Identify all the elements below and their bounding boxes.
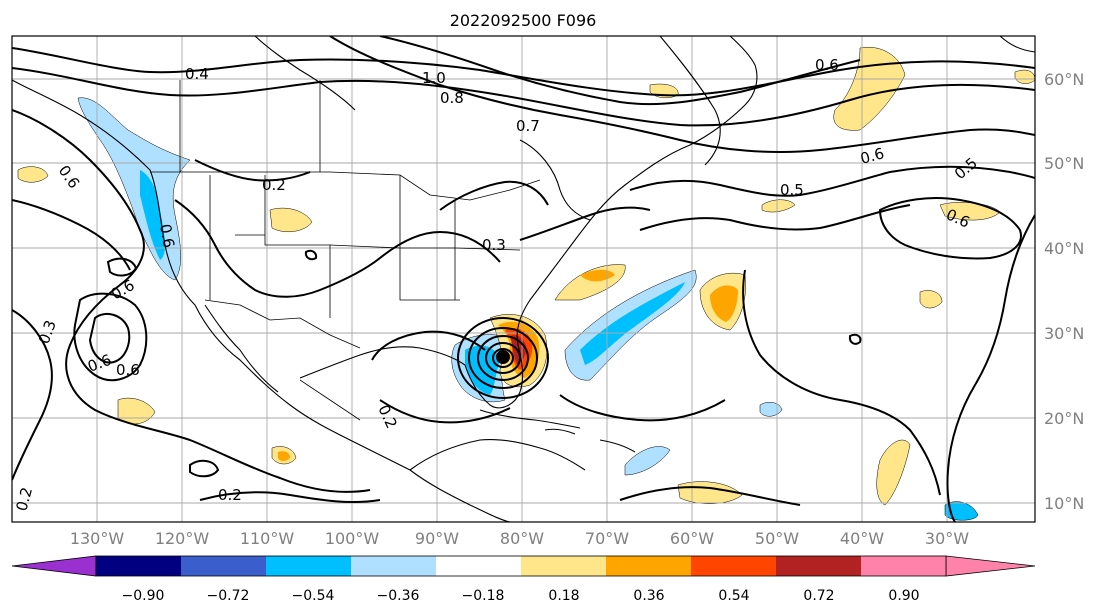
contour-label: 0.6: [156, 223, 178, 250]
negative-patch-1: [624, 446, 671, 476]
gridlines: [12, 36, 1035, 522]
colorbar-tick: 0.54: [718, 588, 749, 604]
contour-label: 0.6: [116, 361, 140, 379]
lon-label: 80°W: [500, 529, 544, 548]
lat-label: 50°N: [1044, 154, 1084, 173]
colorbar-tick: −0.90: [122, 588, 165, 604]
contour-label: 0.6: [858, 144, 886, 168]
negative-patch-3: [759, 402, 783, 417]
political-borders: [150, 80, 541, 421]
positive-patch-12: [919, 290, 943, 309]
colorbar-segment: [606, 556, 691, 576]
map-content: 0.4 1.0 0.8 0.7 0.6 0.2 0.6 0.3 0.6 0.3 …: [12, 36, 1035, 522]
positive-patch-2-core: [710, 285, 738, 322]
negative-patch-2: [944, 501, 979, 521]
lon-label: 50°W: [755, 529, 799, 548]
contour-lines: [12, 36, 1035, 522]
colorbar-tick: −0.36: [377, 588, 420, 604]
lat-label: 10°N: [1044, 494, 1084, 513]
negative-core-west-coast: [140, 170, 165, 260]
colorbar-extend-high: [945, 555, 1036, 577]
positive-patch-4: [269, 207, 313, 233]
colorbar-segment: [96, 556, 181, 576]
lon-label: 110°W: [240, 529, 295, 548]
contour-label: 0.2: [262, 176, 286, 194]
colorbar-segment: [266, 556, 351, 576]
positive-patch-3: [833, 46, 906, 131]
storm-center: [496, 350, 510, 364]
latitude-labels: 60°N 50°N 40°N 30°N 20°N 10°N: [1044, 70, 1084, 513]
contour-label: 0.7: [516, 117, 540, 135]
contour-label: 0.6: [815, 56, 839, 74]
contour-label: 0.8: [440, 89, 464, 107]
colorbar-segment: [691, 556, 776, 576]
coastlines: [12, 36, 1035, 522]
colorbar-outline: [95, 555, 947, 577]
positive-patch-9: [17, 166, 49, 183]
contour-label: 0.2: [12, 485, 36, 513]
lon-label: 60°W: [670, 529, 714, 548]
lat-label: 40°N: [1044, 239, 1084, 258]
contour-label: 0.2: [218, 486, 242, 504]
colorbar-tick: 0.90: [888, 588, 919, 604]
lon-label: 70°W: [585, 529, 629, 548]
lon-label: 40°W: [840, 529, 884, 548]
colorbar-tick: −0.18: [462, 588, 505, 604]
map-frame: [11, 35, 1036, 523]
colorbar-tick: 0.18: [548, 588, 579, 604]
lat-label: 30°N: [1044, 324, 1084, 343]
colorbar-tick: −0.54: [292, 588, 335, 604]
colorbar-tick: 0.36: [633, 588, 664, 604]
colorbar-extend-low: [11, 555, 97, 577]
colorbar: −0.90 −0.72 −0.54 −0.36 −0.18 0.18 0.36 …: [11, 555, 1036, 604]
positive-patch-7: [876, 439, 911, 506]
lon-label: 120°W: [155, 529, 210, 548]
colorbar-segment: [181, 556, 266, 576]
lon-label: 130°W: [70, 529, 125, 548]
colorbar-segment: [521, 556, 606, 576]
figure-title: 2022092500 F096: [450, 11, 597, 30]
positive-patch-13-core: [278, 451, 290, 461]
lon-label: 100°W: [325, 529, 380, 548]
contour-label: 0.3: [482, 236, 506, 254]
lon-label: 90°W: [415, 529, 459, 548]
positive-patch-1-core: [580, 269, 615, 282]
lat-label: 60°N: [1044, 70, 1084, 89]
contour-label: 0.4: [185, 65, 209, 83]
colorbar-segment: [351, 556, 436, 576]
colorbar-tick: −0.72: [207, 588, 250, 604]
negative-core-atlantic: [580, 282, 685, 365]
colorbar-segment: [436, 556, 521, 576]
colorbar-segment: [776, 556, 861, 576]
contour-label: 0.5: [780, 181, 804, 199]
longitude-labels: 130°W 120°W 110°W 100°W 90°W 80°W 70°W 6…: [70, 529, 969, 548]
lon-label: 30°W: [925, 529, 969, 548]
colorbar-segment: [861, 556, 946, 576]
positive-patch-11: [761, 199, 796, 213]
contour-label: 1.0: [422, 69, 446, 87]
colorbar-tick: 0.72: [803, 588, 834, 604]
lat-label: 20°N: [1044, 409, 1084, 428]
